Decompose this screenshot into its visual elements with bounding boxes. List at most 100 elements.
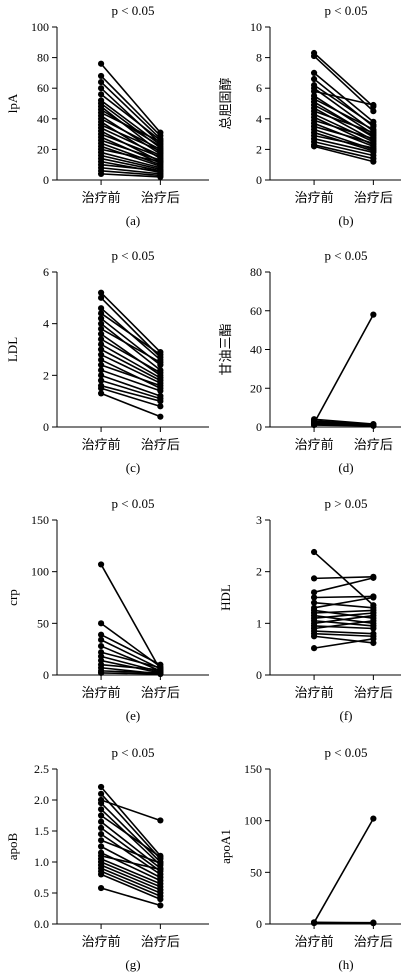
panel-7-series-line-7 [100, 827, 161, 872]
panel-2-series-line-13 [313, 113, 374, 143]
panel-7-series-line-17 [100, 870, 161, 897]
panel-1-x-tick-label-0: 治疗前 [82, 190, 121, 205]
panel-5: p < 0.05 0 50 100 150 crp 治疗前 治疗后(e) [5, 496, 209, 723]
panel-5-series-line-2 [100, 633, 161, 666]
panel-1-series-line-4 [100, 93, 161, 141]
panel-1: p < 0.05 0 20 40 60 80 100 lpA 治疗前 治疗后(a) [5, 3, 209, 228]
panel-5-point-before-2 [97, 631, 105, 638]
panel-1-point-before-0 [97, 60, 105, 67]
panel-2-label: (b) [338, 213, 353, 228]
panel-1-series-line-3 [100, 87, 161, 144]
panel-8-point-before-4 [310, 919, 318, 927]
panel-6-point-before-16 [310, 633, 318, 640]
panel-3-point-before-14 [97, 367, 105, 374]
panel-1-y-tick-label-4: 80 [37, 51, 49, 65]
panel-1-x-tick-label-1: 治疗后 [141, 190, 180, 205]
panel-3-point-before-1 [97, 294, 105, 301]
panel-7-point-before-9 [97, 837, 105, 844]
panel-1-series-line-27 [100, 166, 161, 175]
panel-1-point-before-2 [97, 78, 105, 86]
panel-7-label: (g) [125, 957, 140, 972]
panel-6-y-tick-label-0: 0 [256, 668, 262, 682]
panel-3-series-line-5 [100, 323, 161, 371]
panel-3-point-before-3 [97, 310, 105, 317]
panel-8-point-after-4 [370, 920, 377, 927]
panel-5-y-tick-label-0: 0 [43, 668, 49, 682]
panel-3-series-line-7 [100, 333, 161, 376]
panel-5-point-before-11 [97, 669, 105, 677]
panel-1-series-line-26 [100, 163, 161, 172]
panel-7-title: p < 0.05 [111, 745, 154, 760]
panel-8: p < 0.05 0 50 100 150 apoA1 治疗前 治疗后(h) [218, 745, 401, 972]
panel-3-y-tick-label-3: 6 [43, 265, 49, 279]
panel-3-series-line-15 [100, 374, 161, 397]
panel-3-point-before-19 [97, 390, 105, 397]
panel-4-y-tick-label-1: 20 [250, 381, 262, 395]
panel-6-series-line-3 [314, 595, 374, 599]
panel-7-series-line-18 [100, 873, 161, 900]
panel-1-point-before-29 [97, 170, 105, 177]
panel-1-point-after-21 [157, 158, 164, 165]
panel-4-x-tick-label-0: 治疗前 [295, 437, 334, 452]
panel-3-point-after-14 [157, 387, 164, 394]
panel-7-point-before-7 [97, 824, 105, 832]
panel-1-series-line-28 [101, 170, 161, 177]
panel-6-series-line-15 [314, 632, 374, 638]
panel-1-y-tick-label-2: 40 [37, 112, 49, 126]
panel-8-series-line-0 [313, 818, 375, 923]
panel-2-title: p < 0.05 [324, 3, 367, 18]
panel-6: p > 0.05 0 1 2 3 HDL 治疗前 治疗后(f) [218, 496, 401, 723]
panel-3-point-before-5 [97, 320, 105, 327]
panel-6-series-line-4 [314, 601, 374, 609]
panel-3-series-line-17 [100, 384, 161, 402]
panel-7-point-before-6 [97, 818, 105, 825]
panel-2-point-after-12 [370, 129, 377, 136]
panel-4-title: p < 0.05 [324, 248, 367, 263]
panel-2-series-line-24 [313, 145, 374, 163]
panel-6-y-tick-label-1: 1 [256, 616, 262, 630]
panel-5-series-line-5 [100, 651, 161, 669]
panel-1-label: (a) [126, 213, 140, 228]
panel-1-series-line-11 [100, 118, 161, 151]
panel-5-y-tick-label-1: 50 [37, 616, 49, 630]
panel-4-point-after-0 [370, 311, 377, 318]
panel-6-series-line-9 [314, 612, 374, 619]
panel-5-y-label: crp [5, 589, 20, 606]
panel-2-series-line-20 [313, 134, 374, 149]
panel-2-point-after-17 [370, 140, 377, 147]
panel-2-series-line-10 [313, 104, 374, 137]
panel-7-point-before-10 [97, 843, 105, 850]
panel-4-point-after-7 [370, 422, 377, 429]
panel-2-series-line-23 [313, 144, 374, 160]
panel-1-point-after-13 [157, 147, 164, 155]
panel-6-series-line-5 [313, 596, 374, 609]
panel-3-point-before-2 [97, 305, 105, 312]
panel-3-point-before-15 [97, 372, 105, 379]
panel-6-series-line-1 [314, 576, 374, 580]
panel-2-point-before-24 [310, 143, 318, 150]
panel-6-point-before-1 [310, 575, 318, 582]
panel-7-y-label: apoB [5, 832, 20, 860]
panel-2-series-line-0 [313, 52, 374, 108]
panel-7-series-line-5 [100, 814, 161, 858]
panel-2-point-before-1 [310, 52, 318, 60]
panel-7-point-before-5 [97, 812, 105, 819]
panel-7-point-before-18 [97, 871, 105, 878]
panel-3-series-line-3 [100, 312, 161, 356]
panel-5-title: p < 0.05 [111, 496, 154, 511]
panel-3-point-before-11 [97, 351, 105, 358]
panel-3-series-line-12 [100, 359, 161, 389]
panel-6-point-after-2 [370, 574, 377, 581]
panel-6-point-after-13 [370, 617, 377, 624]
panel-1-point-before-1 [97, 72, 105, 80]
panel-2-y-tick-label-0: 0 [256, 173, 262, 187]
panel-8-y-tick-label-3: 150 [244, 762, 262, 776]
panel-1-series-line-19 [100, 142, 161, 166]
panel-3-point-after-8 [157, 369, 164, 376]
panel-7-series-line-0 [100, 786, 161, 857]
panel-7-point-before-3 [97, 800, 105, 807]
panel-6-title: p > 0.05 [324, 496, 367, 511]
panel-7-y-tick-label-3: 1.5 [34, 824, 49, 838]
panel-2-y-tick-label-5: 10 [250, 20, 262, 34]
